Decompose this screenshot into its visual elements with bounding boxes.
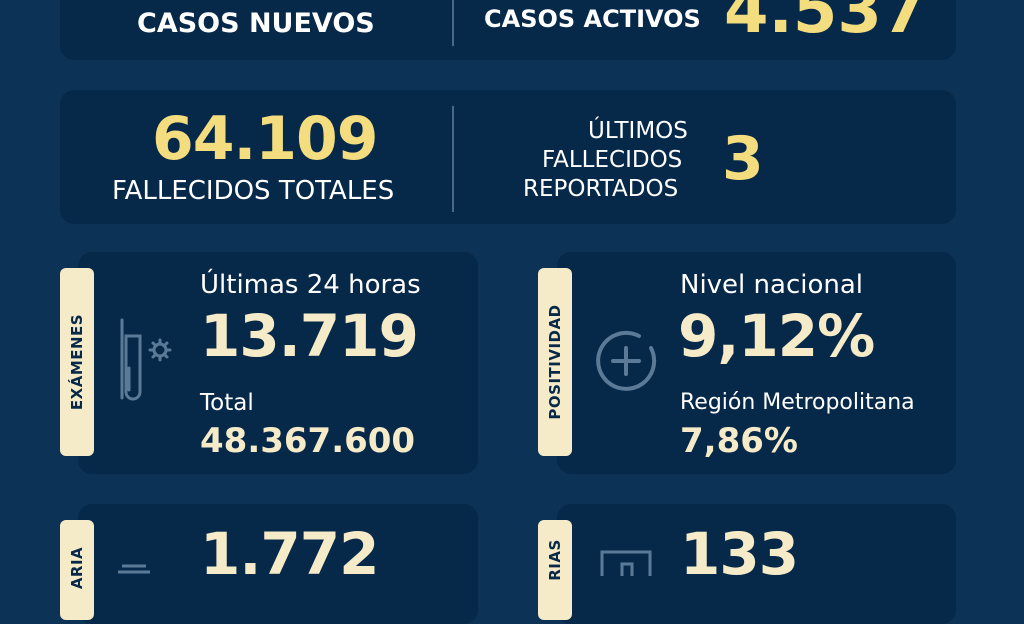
active-cases-value: 4.537 (724, 0, 927, 48)
scale-icon (118, 564, 150, 574)
exams-tab: EXÁMENES (60, 268, 94, 456)
new-cases-label: CASOS NUEVOS (137, 8, 375, 39)
monitor-icon (600, 550, 652, 576)
total-deaths-value: 64.109 (152, 104, 379, 174)
deaths-card (60, 90, 956, 224)
bottom-left-tab: ARIA (60, 520, 94, 620)
bottom-left-value: 1.772 (200, 520, 379, 588)
positivity-national-value: 9,12% (678, 302, 875, 370)
exams-total-value: 48.367.600 (200, 421, 416, 461)
recent-deaths-label-2: FALLECIDOS (542, 147, 683, 173)
positivity-rm-label: Región Metropolitana (680, 390, 915, 415)
positivity-tab: POSITIVIDAD (538, 268, 572, 456)
active-cases-card (60, 0, 956, 60)
bottom-right-tab-label: RIAS (546, 539, 564, 581)
bottom-left-tab-label: ARIA (68, 546, 86, 590)
bottom-right-value: 133 (680, 520, 799, 588)
exams-card (78, 252, 478, 474)
bottom-right-tab: RIAS (538, 520, 572, 620)
exams-tab-label: EXÁMENES (68, 313, 86, 411)
exams-total-label: Total (200, 390, 254, 416)
test-tube-icon (120, 318, 172, 401)
total-deaths-label: FALLECIDOS TOTALES (112, 176, 395, 206)
active-cases-label: CASOS ACTIVOS (484, 5, 701, 33)
exams-last24-value: 13.719 (200, 302, 419, 370)
recent-deaths-value: 3 (722, 124, 764, 194)
exams-last24-label: Últimas 24 horas (200, 270, 421, 300)
top-card-divider (452, 0, 454, 46)
deaths-card-divider (452, 106, 454, 212)
plus-circle-icon (596, 330, 657, 391)
positivity-tab-label: POSITIVIDAD (546, 304, 564, 420)
positivity-national-label: Nivel nacional (680, 270, 864, 300)
recent-deaths-label-3: REPORTADOS (523, 176, 679, 202)
positivity-rm-value: 7,86% (680, 421, 798, 461)
recent-deaths-label-1: ÚLTIMOS (588, 118, 688, 144)
